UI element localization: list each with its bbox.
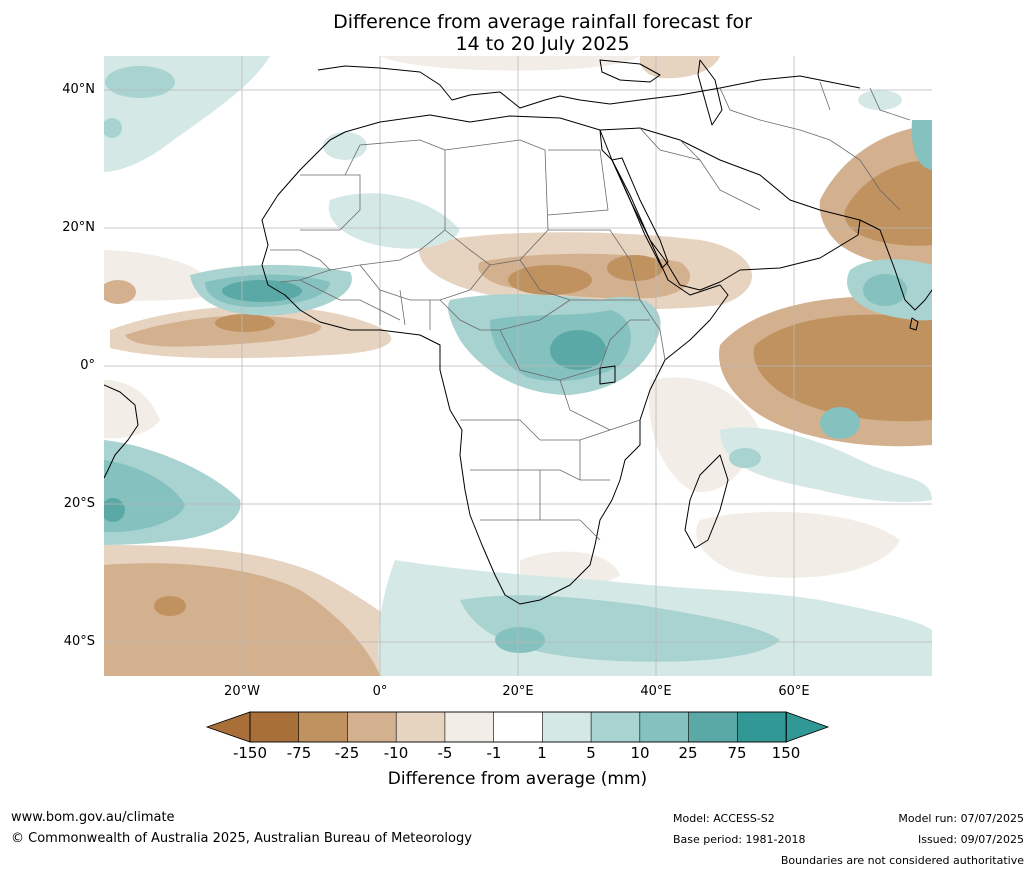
colorbar-segment: [444, 711, 495, 743]
black-sea-coastline: [599, 59, 661, 83]
colorbar-high-arrow: [785, 711, 830, 743]
colorbar-tick-label: -5: [437, 744, 453, 762]
colorbar: [205, 711, 830, 743]
caspian-sea-coastline: [697, 59, 723, 126]
map-panel: [104, 56, 932, 676]
copyright-notice: © Commonwealth of Australia 2025, Austra…: [11, 831, 472, 846]
lat-label-40n: 40°N: [62, 82, 95, 97]
colorbar-segment: [395, 711, 446, 743]
model-name: Model: ACCESS-S2: [673, 812, 775, 825]
lon-label-0: 0°: [372, 684, 388, 699]
colorbar-tick-label: -75: [286, 744, 312, 762]
country-borders: [270, 81, 911, 541]
wet-anomaly-fields: [104, 56, 932, 676]
colorbar-tick-label: 25: [678, 744, 698, 762]
colorbar-segment: [347, 711, 397, 743]
map-title-line-1: Difference from average rainfall forecas…: [333, 11, 752, 33]
colorbar-tick-label: 1: [537, 744, 547, 762]
red-sea-coastline: [611, 157, 669, 269]
lon-label-20w: 20°W: [224, 684, 260, 699]
south-america-coastline: [104, 384, 139, 479]
colorbar-segment: [639, 711, 690, 743]
india-coastline: [859, 219, 932, 311]
colorbar-tick-label: 5: [586, 744, 596, 762]
colorbar-segment: [736, 711, 787, 743]
lat-label-20s: 20°S: [63, 496, 95, 511]
arabia-coastline: [599, 127, 861, 291]
lat-label-40s: 40°S: [63, 634, 95, 649]
colorbar-segment: [493, 711, 544, 743]
lat-label-20n: 20°N: [62, 220, 95, 235]
graticule: [104, 56, 932, 676]
colorbar-title: Difference from average (mm): [387, 769, 648, 789]
colorbar-segment: [590, 711, 641, 743]
issued-date: Issued: 09/07/2025: [917, 833, 1024, 846]
sri-lanka-coastline: [909, 317, 919, 331]
colorbar-tick-label: -150: [232, 744, 268, 762]
lon-label-20e: 20°E: [502, 684, 534, 699]
colorbar-tick-label: -25: [334, 744, 360, 762]
colorbar-tick-label: 10: [630, 744, 650, 762]
colorbar-tick-label: -10: [383, 744, 409, 762]
base-period: Base period: 1981-2018: [673, 833, 806, 846]
lon-label-60e: 60°E: [778, 684, 810, 699]
colorbar-tick-label: -1: [486, 744, 502, 762]
colorbar-low-arrow: [205, 711, 251, 743]
map-title-line-2: 14 to 20 July 2025: [455, 33, 630, 55]
coastlines: [104, 59, 932, 605]
colorbar-segment: [542, 711, 592, 743]
colorbar-tick-label: 75: [727, 744, 747, 762]
colorbar-segment: [688, 711, 739, 743]
lat-label-equator: 0°: [80, 358, 95, 373]
website-link[interactable]: www.bom.gov.au/climate: [11, 810, 175, 825]
colorbar-segment: [298, 711, 349, 743]
colorbar-tick-label: 150: [771, 744, 801, 762]
model-run-date: Model run: 07/07/2025: [898, 812, 1024, 825]
colorbar-segment: [249, 711, 300, 743]
lon-label-40e: 40°E: [640, 684, 672, 699]
lake-victoria-coastline: [599, 365, 616, 385]
europe-coastline: [317, 65, 861, 109]
madagascar-coastline: [684, 454, 729, 549]
boundaries-disclaimer: Boundaries are not considered authoritat…: [780, 854, 1024, 867]
